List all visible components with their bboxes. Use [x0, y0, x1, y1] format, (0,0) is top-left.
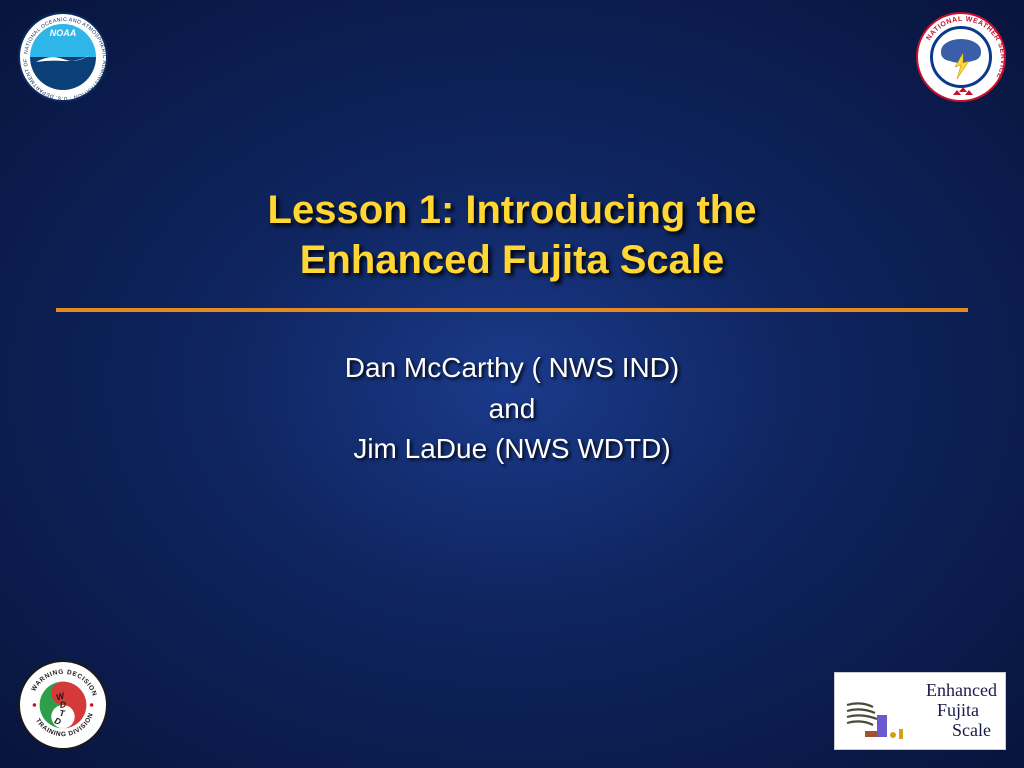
author-line2: and [0, 389, 1024, 430]
ef-line2: Fujita [937, 701, 997, 721]
author-line1: Dan McCarthy ( NWS IND) [0, 348, 1024, 389]
title-block: Lesson 1: Introducing the Enhanced Fujit… [0, 185, 1024, 285]
nws-cloud-bolt-icon [933, 29, 989, 85]
noaa-bird-icon [36, 52, 90, 66]
title-divider [56, 308, 968, 312]
noaa-globe: NOAA [30, 24, 96, 90]
ef-line1: Enhanced [926, 681, 997, 701]
nws-inner [930, 26, 992, 88]
ef-line3: Scale [952, 721, 997, 741]
author-line3: Jim LaDue (NWS WDTD) [0, 429, 1024, 470]
slide-title-line2: Enhanced Fujita Scale [60, 235, 964, 285]
slide-title-line1: Lesson 1: Introducing the [60, 185, 964, 235]
nws-logo: NATIONAL WEATHER SERVICE [916, 12, 1006, 102]
noaa-label: NOAA [30, 28, 96, 38]
ef-scale-logo: Enhanced Fujita Scale [834, 672, 1006, 750]
authors-block: Dan McCarthy ( NWS IND) and Jim LaDue (N… [0, 348, 1024, 470]
noaa-logo: NATIONAL OCEANIC AND ATMOSPHERIC ADMINIS… [18, 12, 108, 102]
wdtd-logo: WARNING DECISION TRAINING DIVISION W D T… [18, 660, 108, 750]
ef-scale-graphic-icon [843, 695, 913, 743]
